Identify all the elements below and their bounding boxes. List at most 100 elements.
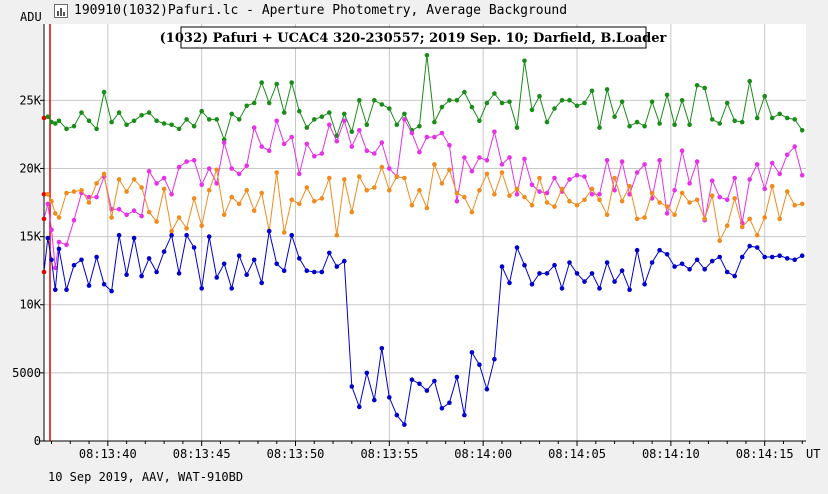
data-point-magenta bbox=[634, 170, 640, 175]
data-point-green bbox=[454, 98, 460, 103]
data-point-blue bbox=[161, 249, 167, 254]
data-point-magenta bbox=[724, 197, 730, 203]
data-point-blue bbox=[327, 250, 332, 256]
data-point-green bbox=[176, 126, 182, 132]
data-point-magenta bbox=[589, 192, 595, 197]
data-point-orange bbox=[304, 185, 310, 190]
data-point-blue bbox=[101, 282, 107, 287]
data-point-magenta bbox=[447, 143, 452, 148]
data-point-green bbox=[53, 121, 58, 126]
data-point-orange bbox=[709, 193, 715, 198]
data-point-orange bbox=[514, 186, 520, 192]
data-point-orange bbox=[214, 167, 219, 173]
data-point-orange bbox=[131, 177, 137, 182]
data-point-orange bbox=[116, 177, 122, 182]
data-point-green bbox=[619, 99, 625, 104]
data-point-orange bbox=[319, 196, 325, 201]
data-point-orange bbox=[664, 204, 670, 209]
data-point-blue bbox=[627, 287, 632, 293]
data-point-blue bbox=[747, 243, 752, 249]
data-point-magenta bbox=[522, 156, 527, 162]
data-point-green bbox=[634, 119, 640, 125]
y-tick-label: 20K bbox=[19, 161, 41, 175]
data-point-blue bbox=[492, 356, 497, 362]
data-point-magenta bbox=[191, 158, 197, 163]
data-point-green bbox=[694, 83, 700, 88]
data-point-orange bbox=[259, 190, 265, 196]
data-point-blue bbox=[424, 388, 430, 393]
data-point-orange bbox=[199, 223, 204, 228]
data-point-magenta bbox=[161, 175, 167, 181]
data-point-blue bbox=[642, 282, 647, 287]
data-point-magenta bbox=[462, 155, 467, 160]
data-point-green bbox=[79, 110, 84, 115]
data-point-green bbox=[747, 78, 752, 84]
data-point-orange bbox=[379, 164, 385, 170]
data-point-blue bbox=[312, 269, 317, 275]
data-point-blue bbox=[176, 271, 182, 276]
data-point-green bbox=[206, 117, 212, 122]
data-point-magenta bbox=[71, 217, 77, 223]
data-point-orange bbox=[567, 198, 572, 204]
data-point-magenta bbox=[732, 175, 737, 181]
data-point-orange bbox=[281, 230, 287, 235]
data-point-orange bbox=[101, 171, 107, 177]
data-point-orange bbox=[694, 197, 700, 203]
data-point-green bbox=[319, 114, 325, 119]
data-point-green bbox=[191, 123, 197, 129]
data-point-green bbox=[724, 100, 730, 106]
data-point-orange bbox=[702, 216, 707, 222]
data-point-orange bbox=[754, 232, 760, 238]
data-point-orange bbox=[109, 215, 114, 220]
data-point-orange bbox=[582, 197, 587, 203]
data-point-magenta bbox=[372, 151, 377, 156]
data-point-magenta bbox=[297, 171, 302, 177]
data-point-magenta bbox=[484, 158, 490, 163]
data-point-blue bbox=[56, 246, 62, 252]
data-point-orange bbox=[769, 183, 775, 189]
data-point-orange bbox=[477, 188, 482, 193]
data-point-magenta bbox=[357, 128, 362, 133]
data-point-magenta bbox=[312, 153, 317, 159]
data-point-blue bbox=[469, 350, 475, 355]
data-point-magenta bbox=[229, 166, 234, 171]
data-point-orange bbox=[627, 183, 632, 189]
data-point-orange bbox=[251, 208, 257, 213]
data-point-green bbox=[732, 118, 737, 124]
data-point-green bbox=[402, 111, 407, 117]
grid-lines bbox=[44, 24, 806, 441]
data-point-blue bbox=[206, 234, 212, 239]
data-point-magenta bbox=[544, 190, 550, 196]
data-point-green bbox=[116, 110, 122, 115]
data-point-orange bbox=[724, 223, 730, 228]
data-point-magenta bbox=[762, 186, 767, 192]
data-point-green bbox=[312, 117, 317, 122]
data-point-orange bbox=[507, 193, 512, 198]
data-point-blue bbox=[236, 253, 242, 258]
data-point-magenta bbox=[169, 192, 174, 197]
data-point-green bbox=[657, 121, 662, 126]
data-point-magenta bbox=[642, 162, 647, 167]
data-point-blue bbox=[769, 254, 775, 260]
y-tick-label: 25K bbox=[19, 93, 41, 107]
data-point-blue bbox=[191, 245, 197, 250]
data-point-orange bbox=[71, 189, 77, 194]
data-point-blue bbox=[544, 271, 550, 276]
data-point-magenta bbox=[402, 117, 407, 122]
data-point-blue bbox=[109, 288, 114, 294]
data-point-magenta bbox=[251, 125, 257, 130]
data-point-orange bbox=[364, 188, 370, 193]
data-point-green bbox=[229, 111, 234, 117]
data-point-green bbox=[357, 98, 362, 103]
data-point-green bbox=[522, 58, 527, 64]
data-point-green bbox=[769, 115, 775, 121]
data-point-green bbox=[447, 98, 452, 103]
data-point-blue bbox=[53, 287, 58, 293]
data-point-green bbox=[432, 119, 437, 125]
data-point-blue bbox=[732, 273, 737, 279]
data-point-orange bbox=[717, 238, 722, 243]
data-point-green bbox=[342, 111, 347, 117]
data-point-blue bbox=[709, 258, 715, 264]
data-point-magenta bbox=[154, 181, 159, 186]
data-point-magenta bbox=[424, 134, 430, 140]
